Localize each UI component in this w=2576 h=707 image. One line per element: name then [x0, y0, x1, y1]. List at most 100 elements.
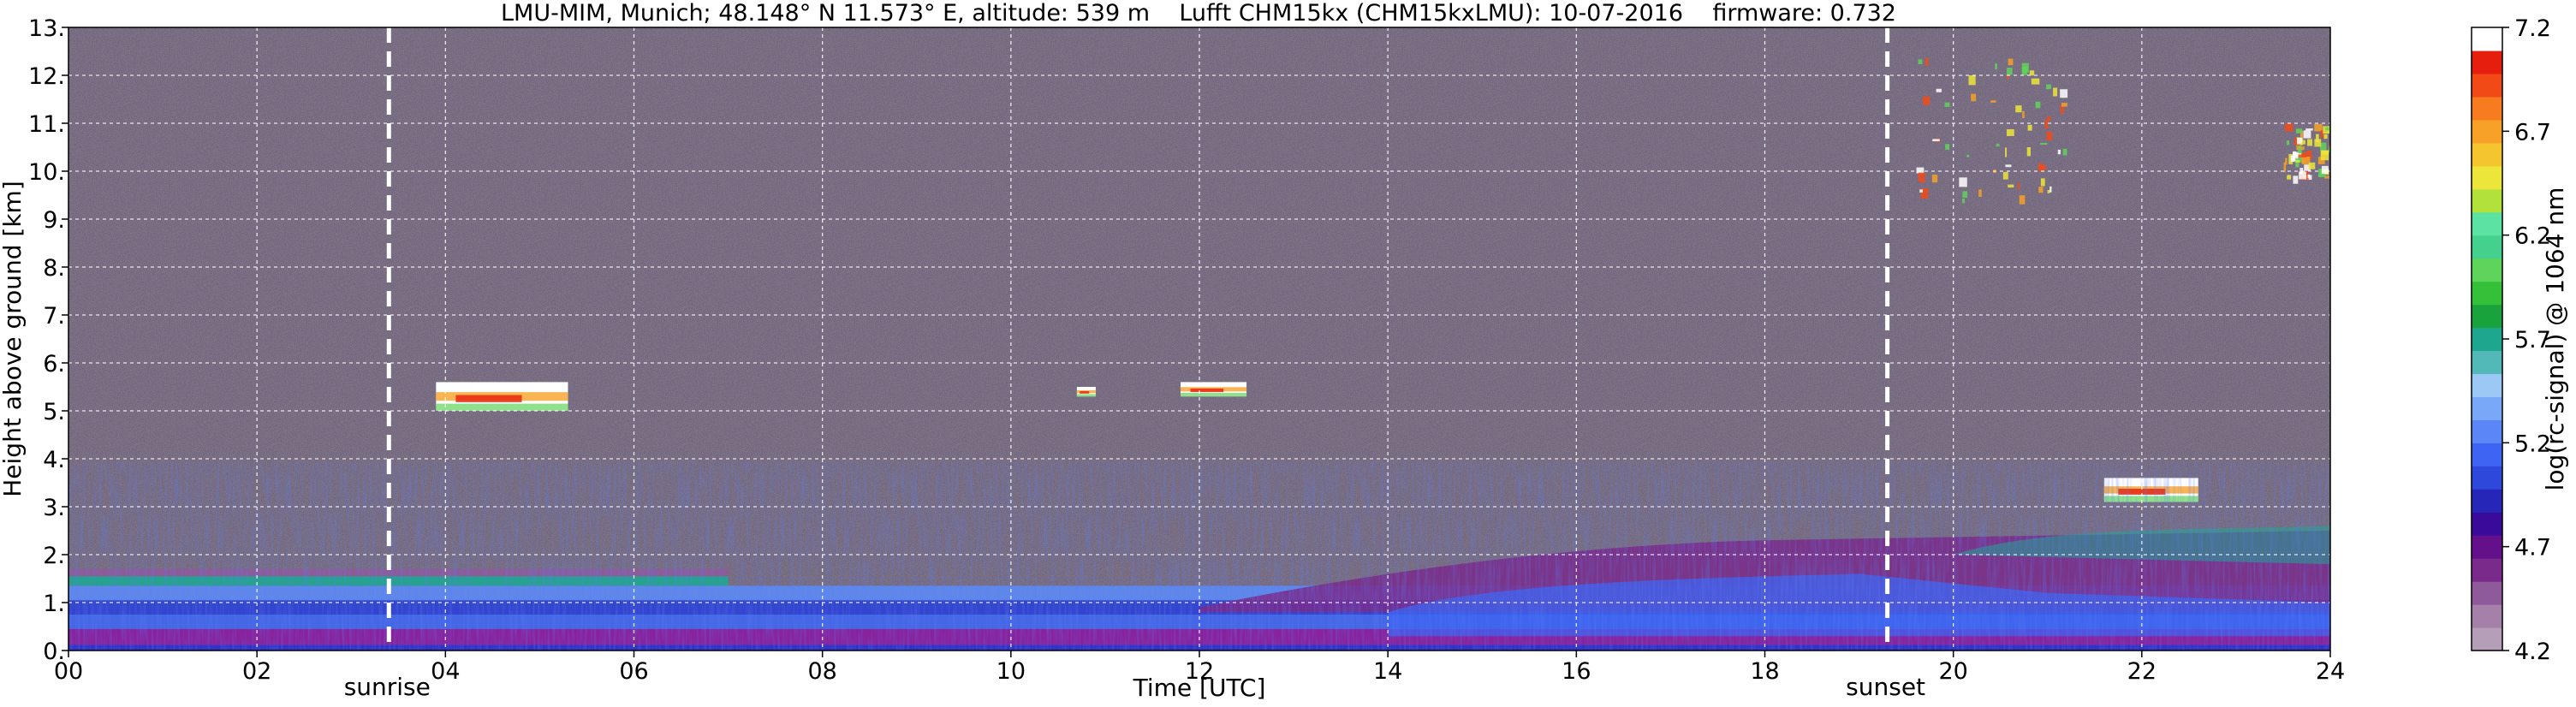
high-cloud-pixel — [2047, 116, 2051, 121]
cloud-base — [436, 403, 568, 411]
sunset-label: sunset — [1846, 673, 1925, 701]
colorbar-segment — [2472, 27, 2502, 51]
high-cloud-pixel — [2021, 67, 2028, 75]
x-tick-label: 16 — [1562, 658, 1591, 685]
cloud-base — [1076, 394, 1096, 397]
x-tick-label: 20 — [1938, 658, 1967, 685]
high-cloud-pixel — [2005, 147, 2008, 157]
high-cloud-pixel — [2300, 142, 2303, 146]
high-cloud-pixel — [1966, 154, 1970, 157]
high-cloud-pixel — [2008, 184, 2014, 188]
high-cloud-pixel — [2026, 146, 2032, 157]
high-cloud-pixel — [2319, 142, 2327, 151]
high-cloud-pixel — [1959, 177, 1967, 187]
colorbar-tick-label: 4.7 — [2514, 535, 2551, 561]
high-cloud-pixel — [1995, 63, 1997, 70]
cloud-base — [1180, 393, 1247, 397]
high-cloud-pixel — [1962, 191, 1968, 198]
high-cloud-pixel — [2046, 131, 2053, 141]
high-cloud-pixel — [2318, 174, 2326, 178]
colorbar-segment — [2472, 512, 2502, 536]
plot-area — [68, 27, 2330, 651]
high-cloud-pixel — [2288, 153, 2293, 164]
colorbar-segment — [2472, 419, 2502, 443]
cloud-core — [1190, 388, 1224, 393]
high-cloud-pixel — [2304, 164, 2311, 171]
high-cloud-pixel — [2286, 140, 2290, 146]
y-axis-ticks: 0. 1. 2. 3. 4. 5. 6. 7. 8. 9. 10. 11. 12. 13. — [28, 15, 68, 665]
high-cloud-pixel — [2300, 140, 2305, 145]
y-tick-label: 12. — [28, 63, 65, 90]
marker-labels: sunrise sunset — [344, 673, 1925, 701]
high-cloud-pixel — [2328, 145, 2330, 153]
high-cloud-pixel — [2015, 105, 2022, 113]
y-tick-label: 2. — [43, 543, 65, 569]
colorbar-tick-label: 6.2 — [2514, 223, 2551, 250]
high-cloud-pixel — [2031, 78, 2040, 85]
high-cloud-pixel — [2047, 190, 2050, 193]
colorbar-segment — [2472, 50, 2502, 74]
high-cloud-pixel — [2006, 74, 2009, 80]
high-cloud-pixel — [2295, 157, 2299, 168]
high-cloud-pixel — [1945, 144, 1950, 150]
high-cloud-pixel — [1918, 172, 1925, 183]
high-cloud-pixel — [1996, 143, 2000, 147]
high-cloud-pixel — [2301, 157, 2311, 164]
y-tick-label: 8. — [43, 255, 65, 282]
high-cloud-pixel — [2293, 175, 2299, 184]
high-cloud-pixel — [1968, 75, 1976, 86]
colorbar-segment — [2472, 535, 2502, 559]
x-tick-label: 24 — [2316, 658, 2345, 685]
high-cloud-pixel — [2299, 157, 2305, 163]
high-cloud-pixel — [2316, 134, 2319, 143]
x-tick-label: 22 — [2127, 658, 2157, 685]
high-cloud-pixel — [1918, 59, 1923, 64]
high-cloud-pixel — [2298, 148, 2302, 158]
x-tick-label: 02 — [242, 658, 271, 685]
high-cloud-pixel — [2060, 105, 2064, 114]
high-cloud-pixel — [1931, 175, 1938, 183]
colorbar-tick-label: 5.7 — [2514, 327, 2551, 354]
high-cloud-pixel — [2284, 123, 2293, 132]
y-tick-label: 9. — [43, 207, 65, 234]
high-cloud-pixel — [2008, 58, 2014, 66]
colorbar-tick-label: 6.7 — [2514, 119, 2551, 146]
x-tick-label: 10 — [996, 658, 1026, 685]
colorbar-segment — [2472, 627, 2502, 651]
high-cloud-pixel — [2295, 128, 2303, 134]
high-cloud-pixel — [1925, 57, 1929, 66]
high-cloud-pixel — [2317, 157, 2325, 164]
high-cloud-pixel — [2293, 151, 2297, 157]
y-tick-label: 11. — [28, 111, 65, 138]
high-cloud-pixel — [2035, 101, 2041, 109]
colorbar — [2471, 27, 2503, 651]
high-cloud-pixel — [2057, 149, 2061, 155]
colorbar-segment — [2472, 119, 2502, 144]
high-cloud-pixel — [2299, 130, 2304, 140]
high-cloud-pixel — [1962, 199, 1965, 204]
colorbar-tick-label: 4.2 — [2514, 639, 2551, 665]
high-cloud-pixel — [2305, 150, 2312, 160]
high-cloud-pixel — [2038, 187, 2044, 193]
colorbar-segment — [2472, 188, 2502, 213]
colorbar-segment — [2472, 350, 2502, 375]
event-markers — [386, 27, 1890, 651]
y-tick-label: 4. — [43, 447, 65, 473]
high-cloud-pixel — [1978, 189, 1982, 197]
high-cloud-pixel — [2320, 130, 2324, 139]
colorbar-segment — [2472, 258, 2502, 282]
high-cloud-pixel — [2044, 119, 2049, 129]
high-cloud-pixel — [2002, 171, 2008, 180]
colorbar-segment — [2472, 96, 2502, 121]
high-cloud-pixel — [2022, 110, 2025, 118]
high-cloud-pixel — [2060, 89, 2068, 98]
cloud-core — [1080, 391, 1090, 394]
high-cloud-pixel — [2006, 129, 2014, 136]
high-cloud-pixel — [1932, 139, 1940, 142]
y-axis-label: Height above ground [km] — [0, 181, 27, 497]
high-cloud-pixel — [2040, 164, 2046, 171]
high-cloud-pixel — [2040, 178, 2045, 187]
high-cloud-pixel — [2283, 162, 2287, 173]
y-tick-label: 7. — [43, 303, 65, 330]
